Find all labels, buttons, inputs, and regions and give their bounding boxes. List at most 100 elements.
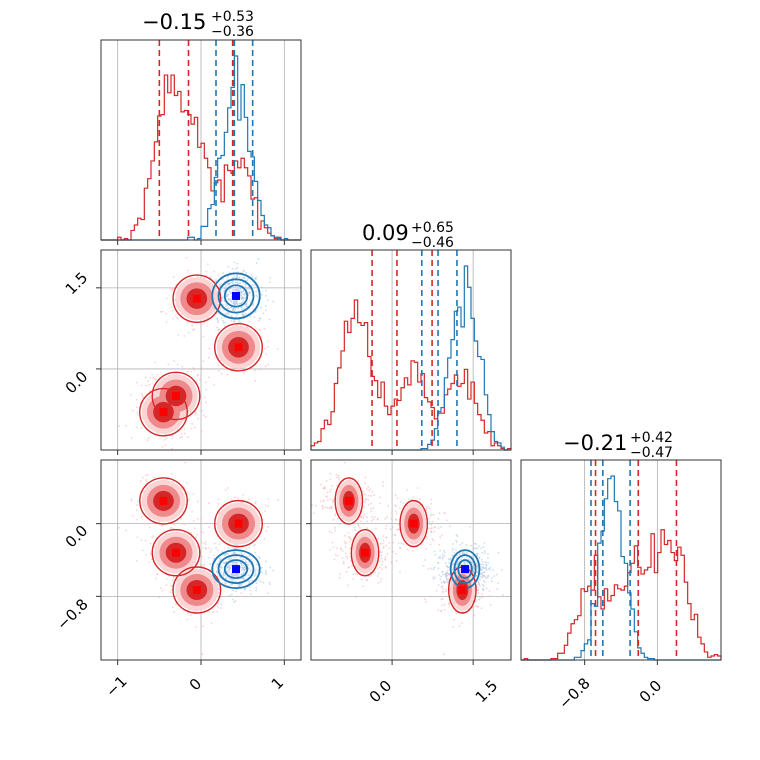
panel-2-red-sample [382, 547, 385, 549]
panel-2-blue-sample [446, 578, 449, 581]
panel-1-red-sample [202, 531, 205, 534]
panel-1-red-sample [135, 509, 138, 512]
panel-2-red-sample [329, 498, 332, 501]
panel-2-red-sample [458, 625, 461, 627]
panel-2-red-sample [389, 522, 392, 525]
panel-2-blue-sample [480, 568, 482, 571]
panel-0-red-sample [183, 335, 186, 337]
panel-0-red-sample [217, 321, 220, 324]
panel-2-blue-sample [485, 569, 488, 572]
panel-2-blue-sample [443, 549, 445, 552]
panel-1-blue-sample [224, 554, 226, 556]
panel-2-blue-sample [433, 566, 436, 569]
panel-1-blue-sample [255, 589, 258, 592]
panel-1-red-sample [216, 610, 219, 613]
panel-2-blue-sample [481, 573, 484, 576]
panel-0-red-sample [209, 275, 212, 278]
panel-2-red-sample [476, 605, 479, 608]
panel-1-red-sample [242, 494, 244, 496]
panel-2-red-sample [388, 547, 391, 550]
panel-0-blue-sample [253, 316, 256, 319]
panel-1-red-sample [196, 546, 199, 549]
panel-2-red-sample [323, 499, 325, 502]
panel-0-red-sample [170, 306, 173, 309]
panel-2-red-sample [433, 526, 436, 528]
panel-2-red-sample [371, 515, 373, 518]
panel-0-red-sample [135, 406, 138, 408]
panel-1-red-sample [220, 603, 223, 606]
panel-1-blue-sample [231, 573, 234, 575]
panel-2-blue-sample [462, 551, 465, 553]
panel-2-red-sample [371, 491, 374, 493]
panel-2-red-sample [394, 504, 396, 507]
panel-1-blue-sample [268, 581, 271, 584]
panel-2-red-marker-1 [361, 548, 370, 557]
panel-2-red-sample [440, 610, 443, 612]
panel-2-red-sample [278, 490, 280, 492]
panel-0-blue-sample [216, 274, 219, 276]
panel-2-red-sample [332, 546, 335, 549]
panel-1-red-sample [230, 499, 233, 501]
panel-2-red-sample [452, 625, 455, 628]
panel-2-red-sample [313, 512, 315, 515]
panel-0-blue-sample [216, 326, 218, 329]
panel-0-red-sample [177, 333, 180, 336]
panel-1-red-sample [192, 492, 195, 495]
panel-0-blue-sample [240, 292, 243, 295]
panel-1-red-sample [141, 476, 144, 479]
panel-1-red-sample [170, 588, 173, 591]
panel-1-red-sample [172, 576, 175, 579]
panel-0-blue-sample [255, 278, 257, 281]
panel-1-red-sample [140, 539, 143, 541]
panel-0-red-sample [199, 378, 201, 381]
panel-0-blue-sample [223, 289, 225, 292]
hist-2-frame [520, 459, 722, 661]
panel-1-blue-sample [230, 593, 233, 596]
panel-1-red-sample [145, 554, 148, 556]
y-ticklabels-param-1: 0.0 1.5 [62, 269, 92, 398]
panel-0-blue-sample [258, 317, 261, 320]
panel-1-red-sample [265, 529, 268, 532]
panel-2-red-sample [430, 531, 433, 533]
panel-2-red-sample [379, 580, 382, 583]
title-param-2: −0.21 +0.42 −0.47 [563, 430, 673, 461]
panel-1-red-marker-1 [172, 548, 180, 557]
panel-0-red-sample [141, 396, 144, 399]
panel-2-red-sample [481, 593, 484, 596]
panel-2-red-sample [495, 573, 498, 576]
panel-0-blue-sample [245, 305, 248, 308]
panel-2-red-sample [435, 589, 438, 592]
panel-2-blue-sample [439, 555, 442, 558]
panel-0-red-sample [248, 320, 251, 323]
panel-2-red-sample [455, 534, 458, 536]
panel-0-blue-sample [233, 275, 235, 278]
panel-2-red-sample [426, 505, 429, 508]
panel-1-red-sample [245, 548, 248, 550]
panel-0-blue-sample [228, 282, 230, 285]
panel-0-red-sample [144, 376, 147, 379]
panel-2-red-sample [382, 481, 384, 484]
panel-2-red-sample [345, 541, 348, 544]
panel-0-red-sample [165, 321, 168, 324]
panel-2-red-sample [395, 552, 398, 555]
panel-0-red-sample [194, 413, 196, 416]
panel-1-red-sample [191, 510, 193, 513]
title-0-median: −0.15 [142, 10, 206, 34]
panel-0-blue-sample [266, 299, 269, 302]
panel-2-red-sample [418, 498, 421, 500]
panel-0-red-sample [147, 380, 150, 382]
panel-1-blue-sample [220, 566, 223, 569]
panel-2-red-sample [386, 553, 389, 556]
panel-1-blue-sample [236, 563, 239, 566]
panel-1-red-marker-3 [234, 519, 243, 528]
panel-1-blue-sample [235, 573, 238, 575]
panel-0-red-sample [179, 436, 182, 439]
panel-2-red-sample [382, 545, 385, 548]
panel-2-blue-sample [481, 560, 484, 563]
panel-2-red-sample [343, 540, 346, 543]
panel-0-red-sample [171, 437, 174, 440]
panel-2-blue-sample [483, 567, 486, 570]
panel-1-blue-sample [219, 577, 221, 579]
panel-1-red-sample [208, 502, 210, 505]
panel-2-red-sample [338, 478, 341, 481]
